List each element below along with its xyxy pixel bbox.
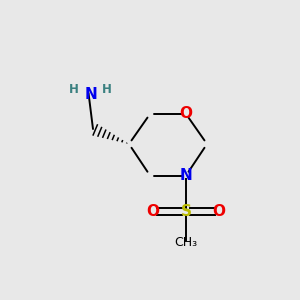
Text: O: O — [146, 204, 160, 219]
Text: O: O — [212, 204, 226, 219]
Text: S: S — [181, 204, 191, 219]
Text: CH₃: CH₃ — [174, 236, 198, 250]
Text: N: N — [180, 168, 192, 183]
Text: H: H — [69, 83, 79, 96]
Text: N: N — [85, 87, 97, 102]
Text: O: O — [179, 106, 193, 122]
Text: H: H — [102, 83, 111, 96]
